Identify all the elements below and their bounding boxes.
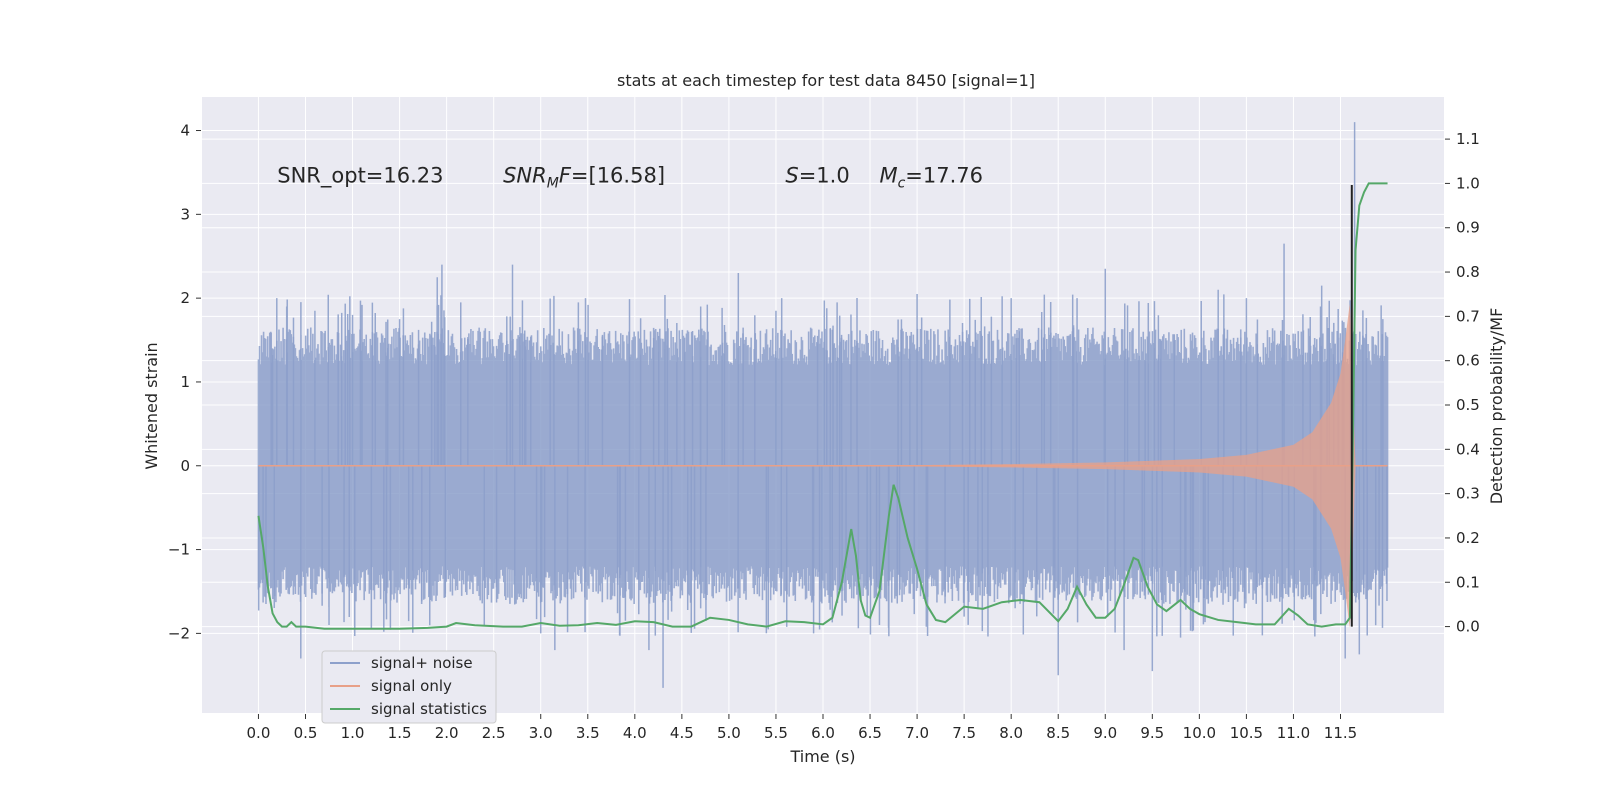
y2-tick-label-8: 0.8 [1456,263,1480,281]
legend: signal+ noise signal only signal statist… [321,650,497,724]
x-tick-label-1: 0.5 [294,724,318,742]
annotation-3: Mc=17.76 [879,163,983,191]
x-ticks: 0.0 0.5 1.0 1.5 2.0 2.5 3.0 3.5 4.0 4.5 5.0 5.5 6.0 6… [247,714,1357,742]
y2-tick-label-11: 1.1 [1456,130,1480,148]
series-signal-statistics-line [257,182,1388,630]
x-tick-label-20: 10.0 [1183,724,1216,742]
y2-tick-label-4: 0.4 [1456,440,1480,458]
x-tick-label-23: 11.5 [1324,724,1357,742]
series-layer [257,122,1389,688]
series-signal-noise-spikes [257,122,1388,688]
y2-axis-label: Detection probability/MF [1487,308,1506,505]
y2-tick-label-3: 0.3 [1456,485,1480,503]
y2-tick-label-0: 0.0 [1456,618,1480,636]
left-y-ticks: −2 −1 0 1 2 3 4 [168,122,201,642]
x-tick-label-19: 9.5 [1140,724,1164,742]
x-tick-label-2: 1.0 [341,724,365,742]
y-tick-label-2: 0 [180,457,190,475]
y-axis-label: Whitened strain [142,342,161,469]
y2-tick-label-2: 0.2 [1456,529,1480,547]
y2-tick-label-6: 0.6 [1456,352,1480,370]
x-tick-label-8: 4.0 [623,724,647,742]
y-tick-label-0: −2 [168,624,190,642]
x-tick-label-10: 5.0 [717,724,741,742]
y2-tick-label-9: 0.9 [1456,219,1480,237]
legend-label-signal-only: signal only [371,677,452,695]
x-tick-label-0: 0.0 [247,724,271,742]
y2-tick-label-1: 0.1 [1456,573,1480,591]
x-tick-label-17: 8.5 [1046,724,1070,742]
x-tick-label-15: 7.5 [952,724,976,742]
annotation-2: S=1.0 [785,163,849,187]
x-tick-label-3: 1.5 [388,724,412,742]
x-tick-label-13: 6.5 [858,724,882,742]
x-tick-label-14: 7.0 [905,724,929,742]
y2-tick-label-5: 0.5 [1456,396,1480,414]
annotation-0: SNR_opt=16.23 [277,163,443,188]
x-axis-label: Time (s) [789,747,855,766]
y-tick-label-3: 1 [180,373,190,391]
x-tick-label-9: 4.5 [670,724,694,742]
legend-label-signal-noise: signal+ noise [371,654,473,672]
y-tick-label-4: 2 [180,289,190,307]
x-tick-label-18: 9.0 [1093,724,1117,742]
x-tick-label-5: 2.5 [482,724,506,742]
x-tick-label-22: 11.0 [1277,724,1310,742]
annotations: SNR_opt=16.23 SNRMF=[16.58] S=1.0 Mc=17.76 [277,163,983,191]
legend-label-signal-statistics: signal statistics [371,700,487,718]
y2-tick-label-7: 0.7 [1456,307,1480,325]
right-y-ticks: 0.0 0.1 0.2 0.3 0.4 0.5 0.6 0.7 0.8 0.9 1.0 1.1 [1445,130,1480,636]
y-tick-label-5: 3 [180,205,190,223]
y-tick-label-6: 4 [180,122,190,140]
y2-tick-label-10: 1.0 [1456,174,1480,192]
x-tick-label-7: 3.5 [576,724,600,742]
x-tick-label-11: 5.5 [764,724,788,742]
annotation-1: SNRMF=[16.58] [503,163,665,191]
legend-box [321,650,497,724]
x-tick-label-4: 2.0 [435,724,459,742]
y-tick-label-1: −1 [168,541,190,559]
x-tick-label-6: 3.0 [529,724,553,742]
chart-title: stats at each timestep for test data 845… [617,71,1035,90]
x-tick-label-16: 8.0 [999,724,1023,742]
x-tick-label-21: 10.5 [1230,724,1263,742]
x-tick-label-12: 6.0 [811,724,835,742]
